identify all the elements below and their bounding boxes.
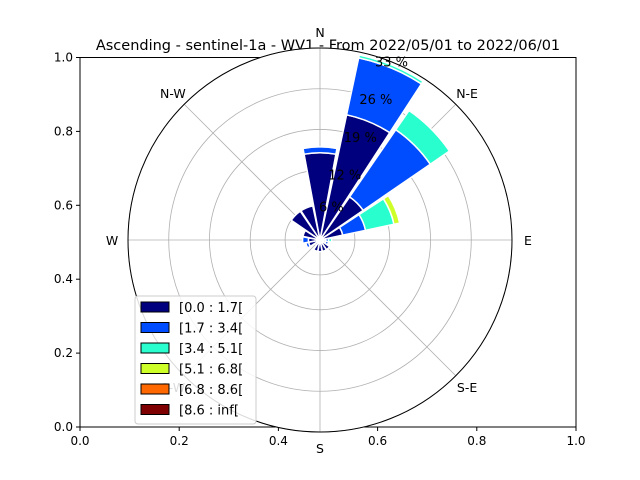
- legend-label: [8.6 : inf[: [179, 404, 239, 419]
- polar-outer-spine: [127, 47, 513, 433]
- direction-label-se: S-E: [457, 380, 477, 395]
- legend-swatch: [140, 322, 170, 333]
- direction-label-ne: N-E: [456, 86, 478, 101]
- rose-bars: [290, 54, 451, 253]
- rose-bar-segment: [302, 146, 338, 156]
- legend-label: [1.7 : 3.4[: [179, 322, 243, 337]
- direction-label-w: W: [106, 233, 118, 248]
- legend-label: [5.1 : 6.8[: [179, 363, 243, 378]
- y-tick-label: 0.0: [54, 420, 73, 434]
- legend-swatch: [140, 342, 170, 354]
- radial-label: 6 %: [319, 201, 344, 216]
- direction-label-n: N: [315, 25, 324, 40]
- radial-label: 19 %: [344, 131, 377, 146]
- legend-label: [0.0 : 1.7[: [179, 301, 243, 316]
- y-tick-label: 0.6: [54, 198, 73, 212]
- x-tick-label: 0.0: [70, 434, 89, 448]
- legend-swatch: [140, 404, 170, 415]
- legend-label: [6.8 : 8.6[: [179, 383, 243, 398]
- rose-bar-segment: [382, 194, 401, 226]
- x-tick-label: 0.6: [368, 434, 387, 448]
- chart-title: Ascending - sentinel-1a - WV1 - From 202…: [96, 38, 560, 54]
- rose-bar-segment: [290, 210, 321, 241]
- rose-bar-segment: [394, 109, 451, 166]
- y-tick-label: 0.2: [54, 346, 73, 360]
- x-axis-ticks: 0.0 0.2 0.4 0.6 0.8 1.0: [70, 427, 586, 448]
- x-tick-label: 0.2: [170, 434, 189, 448]
- legend: [0.0 : 1.7[ [1.7 : 3.4[ [3.4 : 5.1[ [5.1 : …: [134, 295, 257, 425]
- rose-bar-segment: [357, 54, 425, 85]
- legend-label: [3.4 : 5.1[: [179, 342, 243, 357]
- legend-swatch: [140, 301, 170, 313]
- y-axis-ticks: 0.0 0.2 0.4 0.6 0.8 1.0: [54, 51, 80, 434]
- x-tick-label: 0.8: [467, 434, 486, 448]
- rose-bar-segment: [327, 237, 333, 243]
- y-tick-label: 0.4: [54, 272, 73, 286]
- radial-label: 12 %: [328, 168, 361, 183]
- x-tick-label: 0.4: [269, 434, 288, 448]
- angular-gridline: [319, 239, 457, 377]
- legend-swatch: [140, 383, 170, 395]
- radial-label: 33 %: [375, 56, 408, 71]
- radial-label: 26 %: [359, 93, 392, 108]
- legend-swatch: [140, 363, 170, 374]
- radial-labels: 6 % 12 % 19 % 26 % 33 %: [319, 56, 408, 216]
- direction-label-e: E: [524, 233, 532, 248]
- y-tick-label: 0.8: [54, 124, 73, 138]
- direction-label-s: S: [316, 441, 324, 456]
- direction-label-nw: N-W: [160, 86, 186, 101]
- rose-bar-segment: [299, 204, 321, 241]
- x-tick-label: 1.0: [566, 434, 585, 448]
- y-tick-label: 1.0: [54, 51, 73, 65]
